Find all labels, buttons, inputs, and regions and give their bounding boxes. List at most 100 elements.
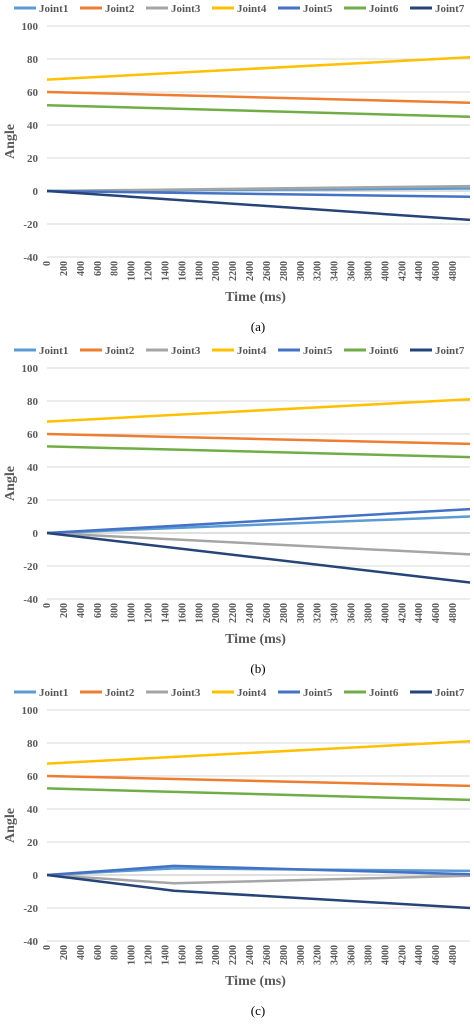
y-tick-label: 80 [27,396,39,408]
legend-item-joint7: Joint7 [410,687,465,699]
x-tick-label: 3800 [363,603,374,623]
x-tick-label: 0 [42,261,53,266]
x-tick-label: 2200 [228,603,239,623]
series-line-joint7 [46,189,471,222]
x-tick-label: 1400 [160,603,171,623]
legend-label: Joint5 [303,345,333,357]
y-tick-label: 20 [27,153,39,165]
legend-label: Joint6 [369,3,399,15]
y-tick-label: 100 [22,705,39,717]
legend-label: Joint5 [303,687,333,699]
legend-item-joint7: Joint7 [410,3,465,15]
y-tick-label: 60 [27,429,39,441]
legend-item-joint3: Joint3 [146,345,201,357]
figure-caption: (a) [251,319,265,334]
legend-label: Joint7 [435,345,465,357]
legend: Joint1 Joint2 Joint3 Joint4 Joint5 Joint6 Join… [14,3,465,15]
y-axis-title: Angle [3,808,18,843]
x-tick-label: 3600 [347,603,358,623]
legend-label: Joint2 [105,3,135,15]
x-tick-label: 400 [76,603,87,618]
series-line-joint6 [46,103,471,119]
legend-label: Joint7 [435,3,465,15]
legend-item-joint2: Joint2 [80,345,135,357]
x-tick-label: 3200 [313,261,324,281]
x-tick-label: 1400 [160,261,171,281]
x-tick-label: 3600 [347,261,358,281]
x-tick-label: 2600 [262,603,273,623]
y-tick-label: 100 [22,363,39,375]
x-tick-label: 4600 [431,603,442,623]
chart-svg-b: Joint1 Joint2 Joint3 Joint4 Joint5 Joint6 Join… [3,345,471,676]
x-tick-label: 3800 [363,945,374,965]
x-tick-label: 4800 [448,261,459,281]
y-tick-label: -40 [23,252,38,264]
y-tick-label: 20 [27,837,39,849]
y-tick-label: -40 [23,594,38,606]
chart-panel-c: Joint1 Joint2 Joint3 Joint4 Joint5 Joint6 Join… [0,684,474,1026]
x-tick-label: 2000 [211,261,222,281]
x-tick-label: 1400 [160,945,171,965]
legend-label: Joint7 [435,687,465,699]
legend: Joint1 Joint2 Joint3 Joint4 Joint5 Joint6 Join… [14,687,465,699]
x-tick-label: 4400 [414,603,425,623]
legend-label: Joint4 [237,3,267,15]
series-line-joint5 [46,507,471,535]
gridlines [47,367,470,600]
legend-label: Joint2 [105,687,135,699]
x-tick-label: 200 [59,603,70,618]
y-tick-label: 0 [33,870,39,882]
legend-item-joint4: Joint4 [212,345,267,357]
legend-item-joint2: Joint2 [80,3,135,15]
series-line-joint2 [46,774,471,788]
legend-item-joint2: Joint2 [80,687,135,699]
x-tick-label: 4200 [397,261,408,281]
x-tick-label: 2000 [211,945,222,965]
legend-item-joint5: Joint5 [278,3,333,15]
figure-caption: (b) [250,661,265,676]
series-line-joint7 [46,531,471,584]
y-axis-title: Angle [3,124,18,159]
legend-label: Joint3 [171,345,201,357]
y-tick-label: 80 [27,738,39,750]
x-tick-label: 3200 [313,603,324,623]
x-tick-label: 600 [93,945,104,960]
x-tick-label: 4400 [414,945,425,965]
x-tick-label: 1000 [127,945,138,965]
x-tick-label: 1800 [194,261,205,281]
x-tick-label: 4600 [431,261,442,281]
series-lines [46,740,471,910]
figure-caption: (c) [251,1003,265,1018]
series-line-joint3 [46,184,471,193]
legend-label: Joint1 [39,687,68,699]
legend-label: Joint2 [105,345,135,357]
series-lines [46,56,471,222]
x-tick-label: 200 [59,261,70,276]
x-tick-label: 4800 [448,945,459,965]
x-tick-label: 2000 [211,603,222,623]
x-tick-label: 600 [93,603,104,618]
x-tick-label: 1600 [177,261,188,281]
x-tick-label: 2200 [228,945,239,965]
x-tick-label: 4800 [448,603,459,623]
x-tick-label: 3400 [330,603,341,623]
x-tick-label: 3200 [313,945,324,965]
x-tick-label: 2400 [245,945,256,965]
x-tick-label: 4200 [397,603,408,623]
x-tick-label: 3000 [296,603,307,623]
x-tick-label: 1000 [127,261,138,281]
x-tick-label: 3000 [296,261,307,281]
series-line-joint7 [46,873,471,910]
legend-item-joint5: Joint5 [278,345,333,357]
legend-item-joint7: Joint7 [410,345,465,357]
x-tick-label: 4000 [380,945,391,965]
x-tick-label: 1200 [144,261,155,281]
x-tick-label: 3400 [330,261,341,281]
legend-item-joint1: Joint1 [14,345,68,357]
gridlines [47,709,470,942]
chart-svg-c: Joint1 Joint2 Joint3 Joint4 Joint5 Joint6 Join… [3,687,471,1018]
x-tick-label: 4000 [380,603,391,623]
x-tick-label: 2800 [279,603,290,623]
x-tick-label: 4400 [414,261,425,281]
x-tick-label: 2400 [245,603,256,623]
